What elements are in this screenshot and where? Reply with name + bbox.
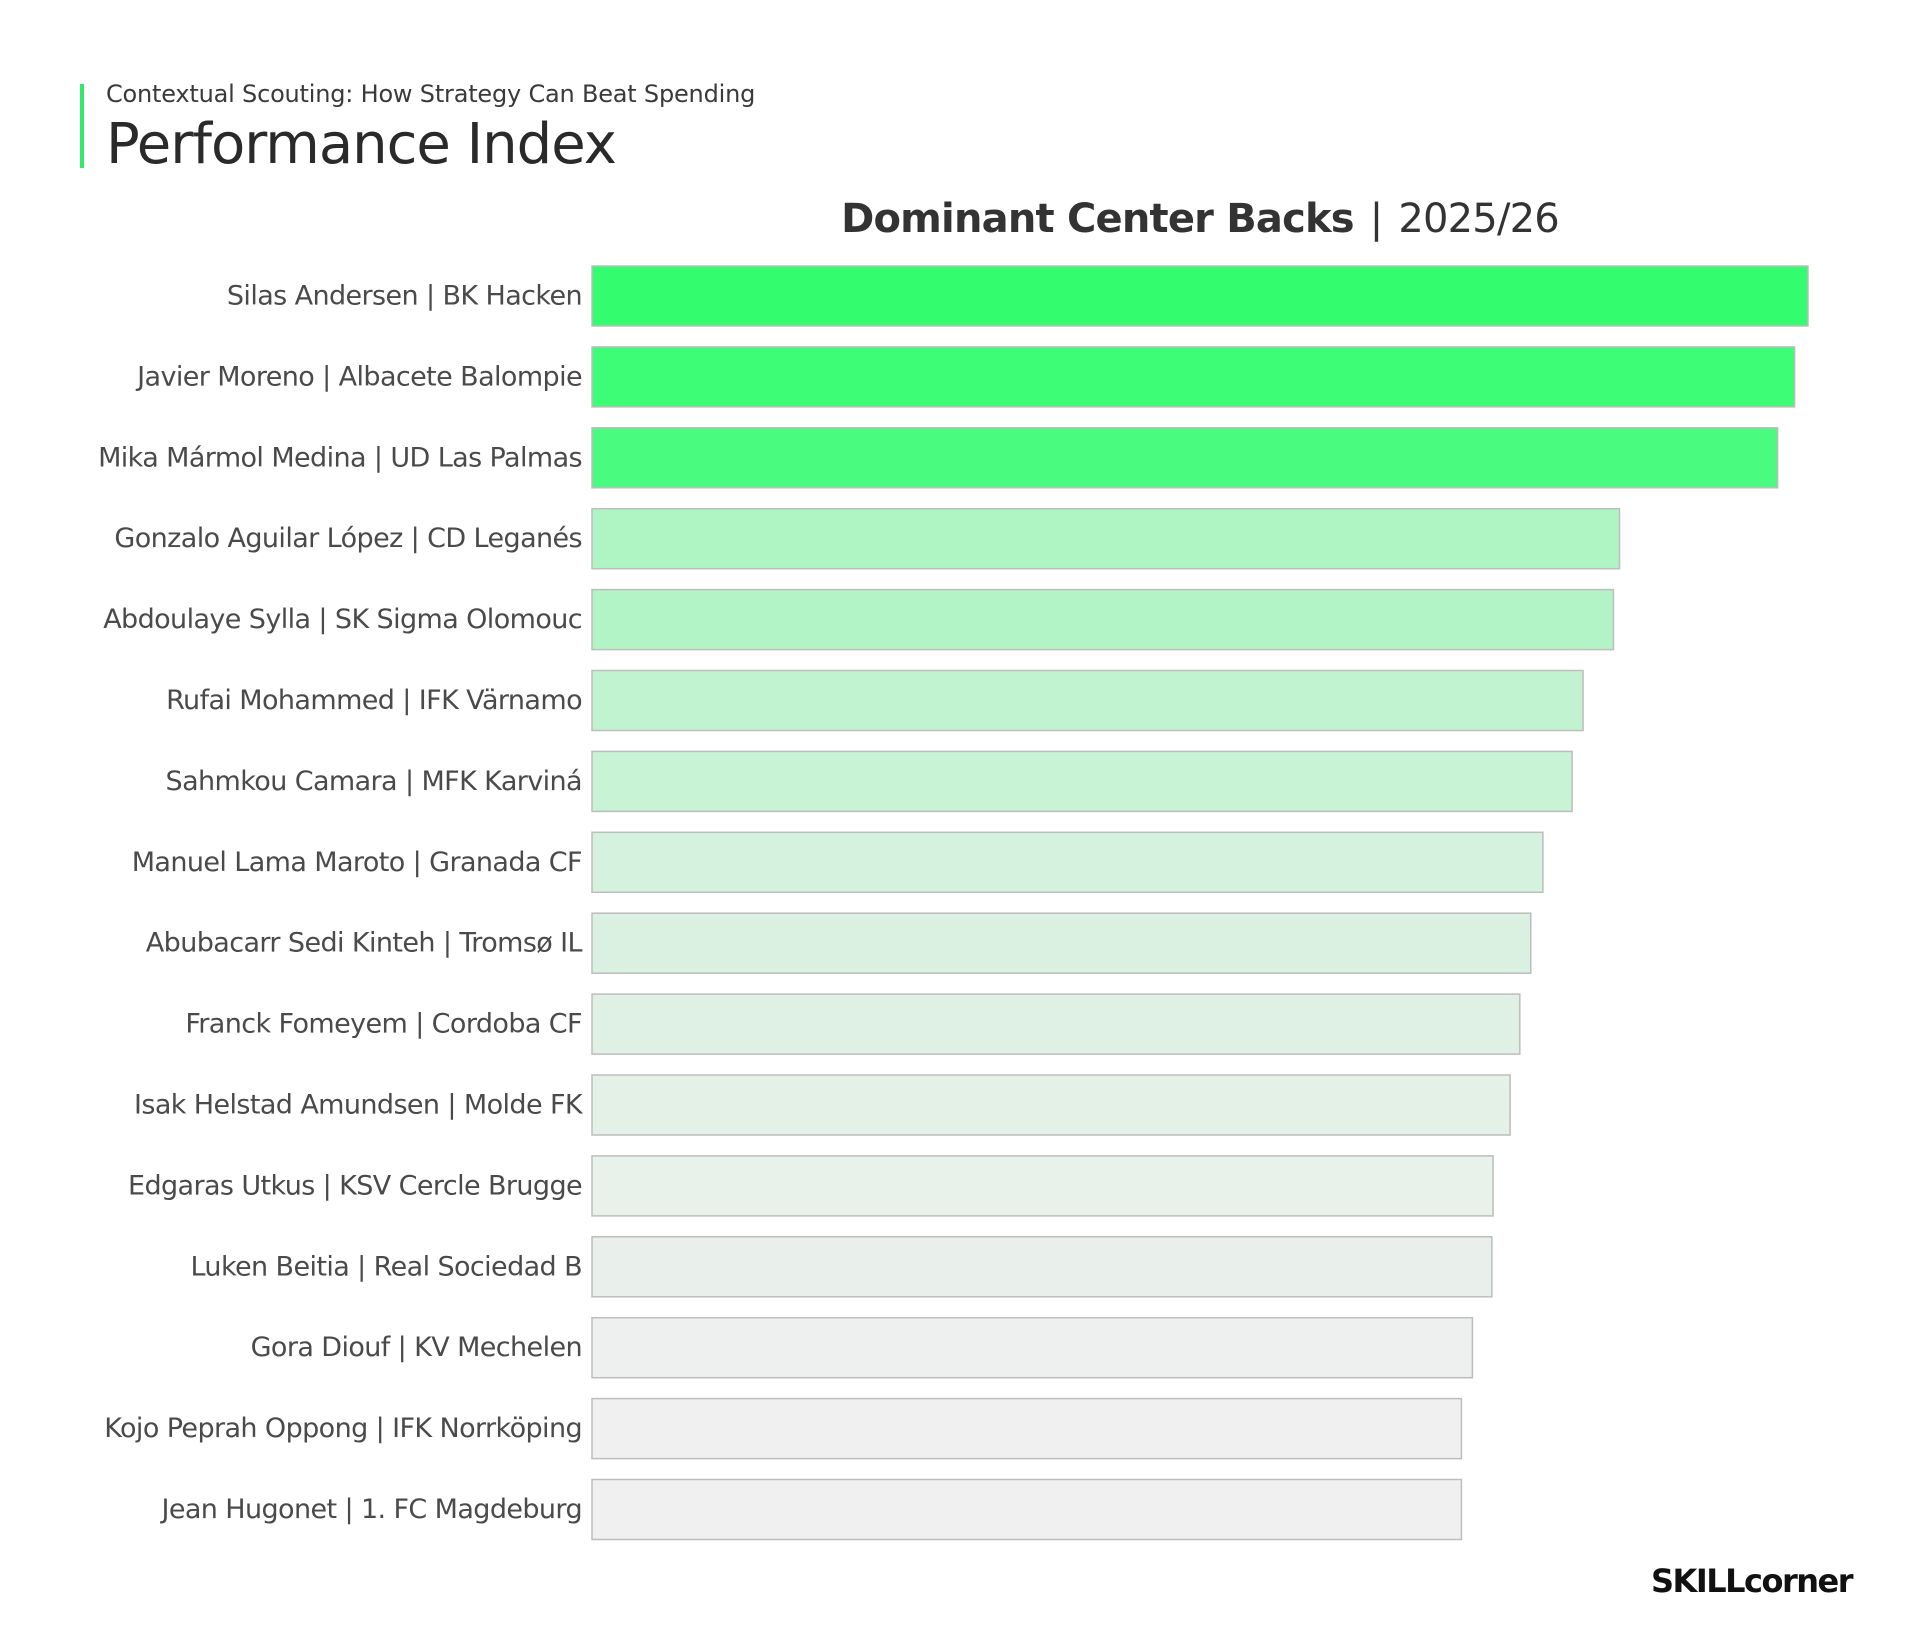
bar-label: Gora Diouf | KV Mechelen [251,1332,582,1363]
bar [591,1236,1493,1298]
bar-label: Kojo Peprah Oppong | IFK Norrköping [104,1413,582,1444]
bar-label: Javier Moreno | Albacete Balompie [135,361,582,392]
header-accent-bar [80,84,84,168]
bar [591,1316,1474,1379]
bar-label: Abdoulaye Sylla | SK Sigma Olomouc [103,604,582,635]
bar [591,265,1809,327]
bar-label: Manuel Lama Maroto | Granada CF [132,847,582,878]
bar-label: Edgaras Utkus | KSV Cercle Brugge [128,1170,582,1201]
bar-label: Isak Helstad Amundsen | Molde FK [134,1090,584,1121]
bar [591,346,1796,408]
chart-title-category: Dominant Center Backs [841,196,1355,242]
bar [591,588,1615,651]
bar [591,1155,1494,1217]
chart-title-separator: | [1369,196,1383,242]
bar-label: Franck Fomeyem | Cordoba CF [185,1009,582,1040]
bar-label: Jean Hugonet | 1. FC Magdeburg [159,1494,582,1525]
bar [591,1478,1463,1541]
supertitle: Contextual Scouting: How Strategy Can Be… [106,80,756,108]
bar [591,831,1544,894]
bar [591,912,1532,974]
bar-label: Rufai Mohammed | IFK Värnamo [166,685,582,716]
skillcorner-logo: SKILLcorner [1650,1562,1854,1600]
bar [591,993,1521,1055]
bar-label: Silas Andersen | BK Hacken [227,281,582,312]
bar-label: Gonzalo Aguilar López | CD Leganés [114,523,582,554]
bar [591,1074,1511,1136]
bar [591,427,1779,489]
bar-label: Sahmkou Camara | MFK Karviná [166,766,582,797]
bar [591,669,1584,732]
bar [591,1397,1463,1460]
bar [591,507,1621,570]
chart-title-season: 2025/26 [1398,196,1559,242]
page-title: Performance Index [106,112,617,177]
bar [591,750,1573,813]
bar-label: Mika Mármol Medina | UD Las Palmas [98,442,582,473]
bar-label: Abubacarr Sedi Kinteh | Tromsø IL [146,928,583,959]
chart-title: Dominant Center Backs | 2025/26 [841,196,1560,242]
bar-label: Luken Beitia | Real Sociedad B [190,1251,582,1282]
